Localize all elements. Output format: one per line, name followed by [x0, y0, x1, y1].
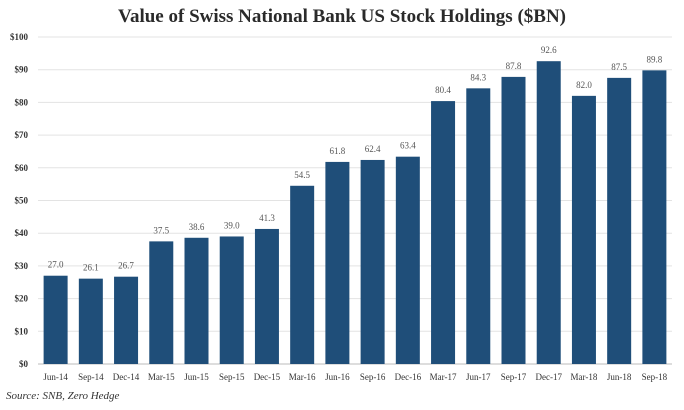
data-label: 82.0 [576, 80, 592, 90]
x-tick-label: Jun-15 [184, 372, 209, 382]
bar [607, 77, 632, 364]
y-tick-label: $10 [15, 326, 29, 336]
data-label: 84.3 [470, 72, 486, 82]
data-label: 92.6 [541, 45, 557, 55]
data-label: 87.8 [506, 61, 522, 71]
data-label: 89.8 [647, 54, 663, 64]
x-tick-label: Sep-15 [219, 372, 245, 382]
source-note: Source: SNB, Zero Hedge [6, 390, 120, 402]
bar [43, 275, 68, 364]
x-tick-label: Dec-15 [254, 372, 281, 382]
y-tick-label: $90 [15, 65, 29, 75]
bar [184, 237, 209, 364]
data-label: 61.8 [330, 146, 346, 156]
chart-title: Value of Swiss National Bank US Stock Ho… [117, 6, 566, 27]
data-label: 37.5 [153, 225, 169, 235]
data-label: 62.4 [365, 144, 381, 154]
bar [290, 185, 315, 364]
y-tick-label: $30 [15, 261, 29, 271]
bar [254, 228, 279, 364]
bar [536, 61, 561, 365]
x-tick-label: Dec-14 [113, 372, 140, 382]
x-tick-label: Mar-16 [289, 372, 316, 382]
data-label: 26.1 [83, 263, 99, 273]
bar [501, 76, 526, 365]
bar [325, 161, 350, 364]
bar [114, 276, 139, 364]
x-tick-label: Jun-17 [466, 372, 491, 382]
data-label: 26.7 [118, 261, 134, 271]
bar [219, 236, 244, 364]
x-tick-label: Sep-17 [501, 372, 527, 382]
x-tick-label: Jun-14 [43, 372, 68, 382]
data-label: 39.0 [224, 220, 240, 230]
x-tick-label: Dec-16 [395, 372, 422, 382]
data-label: 38.6 [189, 222, 205, 232]
data-label: 27.0 [48, 260, 64, 270]
y-tick-label: $80 [15, 97, 29, 107]
x-tick-label: Sep-18 [642, 372, 668, 382]
y-tick-label: $100 [10, 32, 29, 42]
x-tick-label: Sep-14 [78, 372, 104, 382]
bar [360, 159, 385, 364]
x-tick-label: Mar-15 [148, 372, 175, 382]
y-tick-label: $70 [15, 130, 29, 140]
data-label: 54.5 [294, 170, 310, 180]
y-tick-label: $60 [15, 163, 29, 173]
bar [395, 156, 420, 364]
x-tick-label: Sep-16 [360, 372, 386, 382]
x-tick-label: Dec-17 [535, 372, 562, 382]
data-label: 87.5 [611, 62, 627, 72]
x-tick-label: Mar-18 [571, 372, 598, 382]
data-label: 63.4 [400, 141, 416, 151]
x-tick-label: Jun-16 [325, 372, 350, 382]
bar [466, 88, 491, 365]
bar [431, 101, 456, 364]
bar [642, 70, 667, 364]
bar [571, 95, 596, 365]
y-tick-label: $20 [15, 294, 29, 304]
data-label: 80.4 [435, 85, 451, 95]
x-tick-label: Mar-17 [430, 372, 457, 382]
y-tick-label: $40 [15, 228, 29, 238]
y-tick-label: $0 [19, 359, 29, 369]
y-tick-label: $50 [15, 196, 29, 206]
bar [149, 241, 174, 364]
x-tick-label: Jun-18 [607, 372, 632, 382]
data-label: 41.3 [259, 213, 275, 223]
bar [78, 278, 103, 364]
